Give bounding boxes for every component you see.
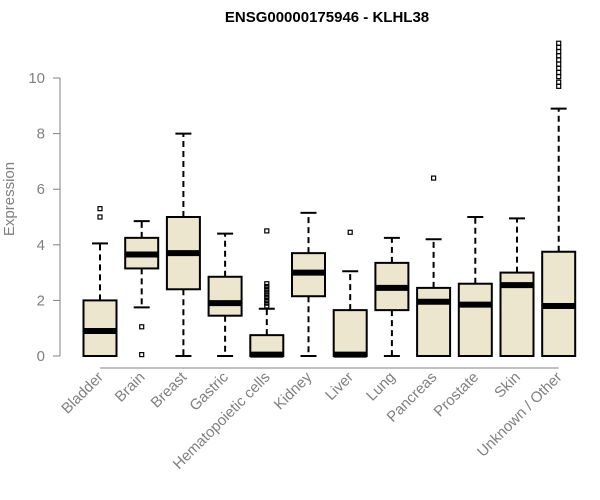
outlier-point xyxy=(556,40,562,46)
box-group xyxy=(207,232,243,357)
box xyxy=(416,286,452,358)
x-tick-label: Liver xyxy=(322,369,357,404)
outlier-point xyxy=(264,281,270,287)
y-axis-label: Expression xyxy=(1,162,18,236)
y-tick-label: 8 xyxy=(37,126,45,143)
box xyxy=(457,282,493,357)
outlier-point xyxy=(97,206,103,212)
outlier-point xyxy=(556,57,562,63)
y-tick-label: 2 xyxy=(37,292,45,309)
outlier-point xyxy=(556,48,562,55)
outlier-point xyxy=(556,74,562,80)
outlier-point xyxy=(264,300,270,306)
outlier-point xyxy=(264,283,270,290)
box-group xyxy=(416,175,452,358)
x-tick-label: Bladder xyxy=(58,369,107,418)
x-tick-label: Lung xyxy=(363,369,399,405)
outlier-point xyxy=(264,303,270,309)
outlier-point xyxy=(139,352,145,358)
y-tick-label: 6 xyxy=(37,181,45,198)
outlier-point xyxy=(431,175,437,181)
outlier-point xyxy=(264,286,270,292)
box-group xyxy=(291,211,326,357)
outlier-point xyxy=(556,53,562,59)
outlier-point xyxy=(556,44,562,51)
box-group xyxy=(82,206,118,357)
outlier-point xyxy=(556,83,562,89)
outlier-point xyxy=(264,289,270,295)
box-group xyxy=(249,228,285,358)
y-tick-label: 10 xyxy=(28,70,45,87)
box-group xyxy=(541,40,577,357)
box-group xyxy=(457,216,493,357)
box-group xyxy=(165,132,201,357)
outlier-point xyxy=(556,79,562,85)
x-tick-label: Breast xyxy=(148,368,191,411)
box-group xyxy=(374,236,410,357)
outlier-point xyxy=(556,69,562,76)
box-group xyxy=(499,217,535,358)
outlier-point xyxy=(264,297,270,303)
y-tick-label: 0 xyxy=(37,348,45,365)
outlier-point xyxy=(264,228,270,234)
outlier-point xyxy=(556,65,562,71)
x-tick-label: Prostate xyxy=(431,369,483,421)
y-axis: 0 2 4 6 8 10 xyxy=(28,70,559,369)
x-tick-label: Skin xyxy=(491,369,524,402)
box-group xyxy=(124,220,160,358)
chart-title: ENSG00000175946 - KLHL38 xyxy=(225,9,429,26)
x-tick-label: Kidney xyxy=(271,368,316,413)
outlier-point xyxy=(139,324,145,330)
y-tick-label: 4 xyxy=(37,237,45,254)
outlier-point xyxy=(264,292,270,298)
outlier-point xyxy=(347,229,353,235)
outlier-point xyxy=(556,61,562,67)
box-group xyxy=(332,229,368,358)
box xyxy=(207,275,243,317)
boxes xyxy=(82,40,577,358)
box xyxy=(332,309,368,358)
x-tick-label: Brain xyxy=(112,369,149,406)
outlier-point xyxy=(264,295,270,301)
outlier-point xyxy=(97,214,103,220)
